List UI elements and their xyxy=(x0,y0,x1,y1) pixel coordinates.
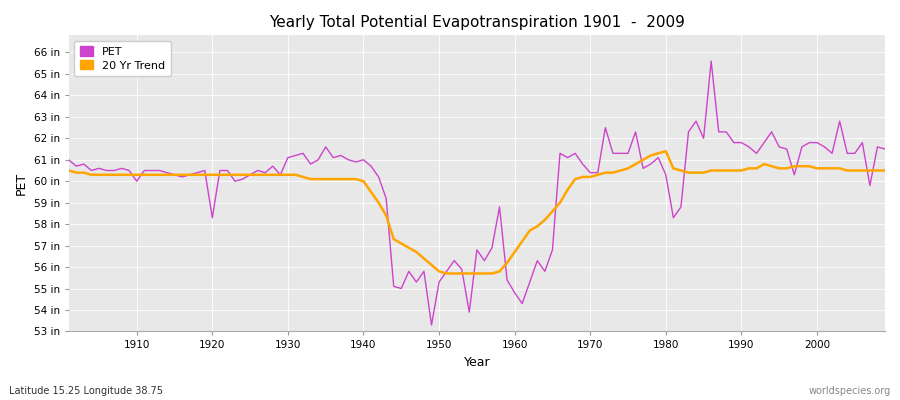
Y-axis label: PET: PET xyxy=(15,172,28,195)
PET xyxy=(63,157,74,162)
20 Yr Trend xyxy=(336,177,346,182)
20 Yr Trend xyxy=(517,239,527,244)
20 Yr Trend xyxy=(441,271,452,276)
PET xyxy=(509,290,520,295)
20 Yr Trend xyxy=(661,149,671,154)
Text: Latitude 15.25 Longitude 38.75: Latitude 15.25 Longitude 38.75 xyxy=(9,386,163,396)
PET xyxy=(879,147,890,152)
20 Yr Trend xyxy=(879,168,890,173)
PET xyxy=(517,301,527,306)
20 Yr Trend xyxy=(290,172,301,177)
Title: Yearly Total Potential Evapotranspiration 1901  -  2009: Yearly Total Potential Evapotranspiratio… xyxy=(269,15,685,30)
20 Yr Trend xyxy=(608,170,618,175)
20 Yr Trend xyxy=(509,250,520,254)
Line: PET: PET xyxy=(68,61,885,325)
20 Yr Trend xyxy=(124,172,135,177)
20 Yr Trend xyxy=(63,168,74,173)
PET xyxy=(124,168,135,173)
Line: 20 Yr Trend: 20 Yr Trend xyxy=(68,151,885,274)
X-axis label: Year: Year xyxy=(464,356,490,369)
PET xyxy=(608,151,618,156)
PET xyxy=(706,59,716,64)
PET xyxy=(290,153,301,158)
PET xyxy=(426,322,436,327)
Legend: PET, 20 Yr Trend: PET, 20 Yr Trend xyxy=(75,41,171,76)
Text: worldspecies.org: worldspecies.org xyxy=(809,386,891,396)
PET xyxy=(336,153,346,158)
